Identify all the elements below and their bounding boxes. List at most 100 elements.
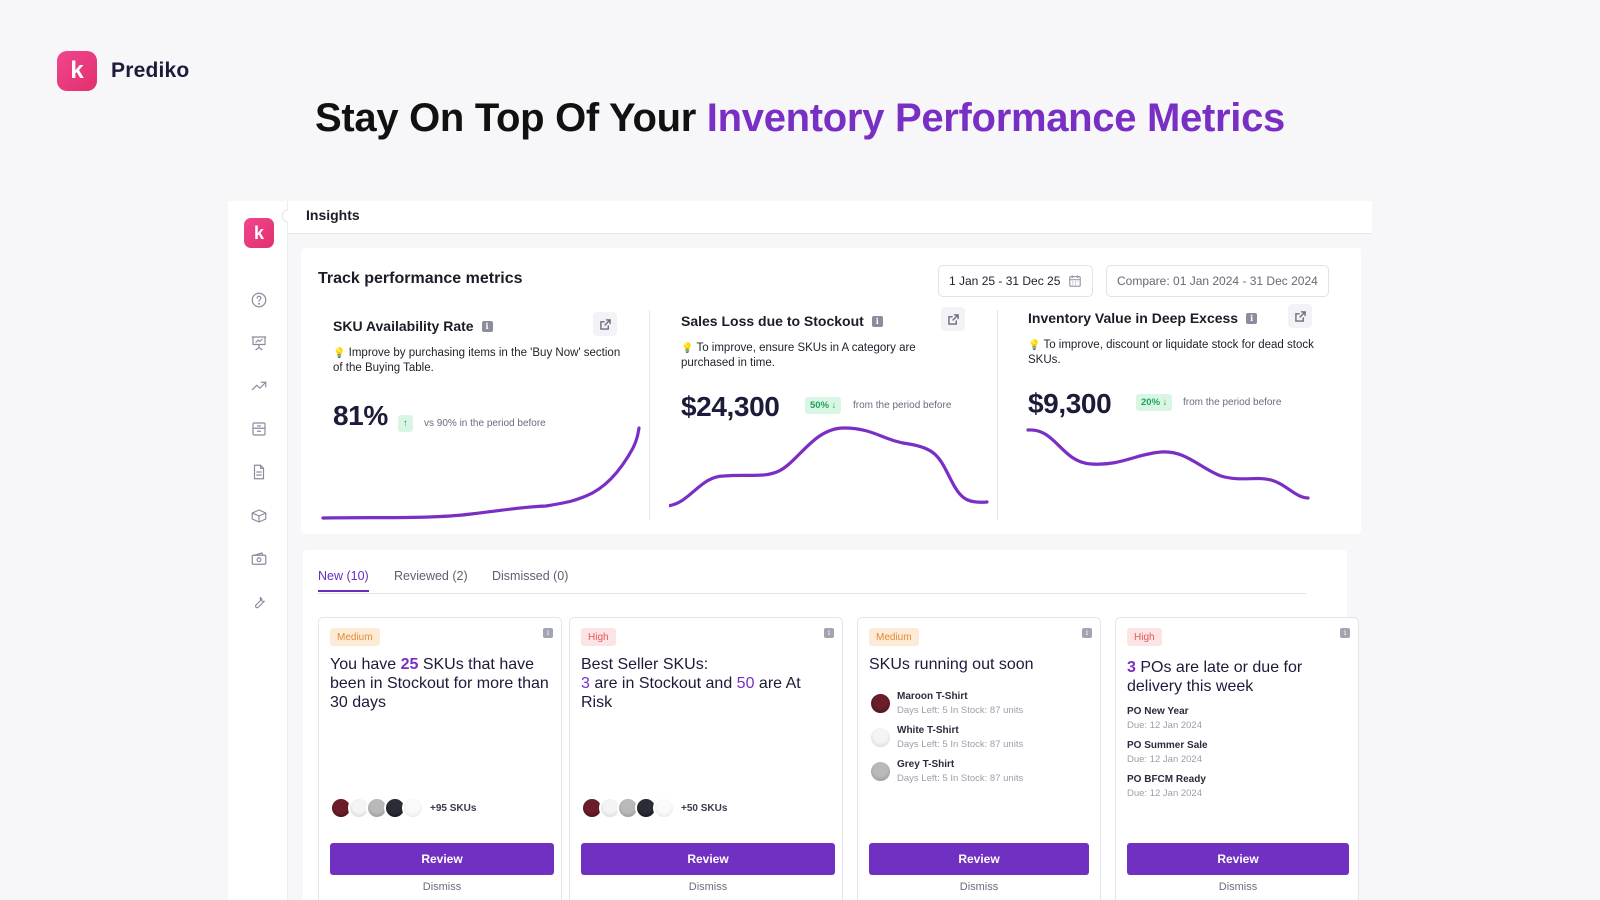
compare-range-label: Compare: 01 Jan 2024 - 31 Dec 2024 [1117,274,1318,288]
external-link-icon[interactable] [1288,304,1312,328]
metric-value: $9,300 [1028,388,1112,419]
sku-meta: Days Left: 5 In Stock: 87 units [897,704,1024,716]
list-item[interactable]: Maroon T-Shirt Days Left: 5 In Stock: 87 … [869,686,1023,720]
insight-title-text: POs are late or due for delivery this we… [1127,659,1303,695]
metric-sku-availability: SKU Availability Rate i 💡 Improve by pur… [321,312,663,533]
trend-badge: 20% ↓ [1136,394,1173,411]
package-icon[interactable] [248,505,270,527]
sku-avatar [653,797,675,819]
sku-name: White T-Shirt [897,724,959,736]
priority-badge: Medium [869,628,919,646]
info-icon[interactable]: i [1340,628,1350,638]
metric-header: Sales Loss due to Stockout i [681,313,883,329]
trend-badge: 50% ↓ [805,397,842,414]
main-content: Track performance metrics 1 Jan 25 - 31 … [288,234,1372,900]
tab-new[interactable]: New (10) [318,569,369,592]
metric-title: Inventory Value in Deep Excess [1028,310,1239,326]
insight-title-text: are At Risk [581,675,801,711]
info-icon[interactable]: i [824,628,834,638]
sku-meta: Days Left: 5 In Stock: 87 units [897,738,1024,750]
insight-title: SKUs running out soon [869,656,1034,673]
review-button[interactable]: Review [330,843,554,875]
po-due-date: Due: 12 Jan 2024 [1127,754,1203,765]
trend-badge: ↑ [398,415,413,432]
lightbulb-icon: 💡 [1028,340,1041,351]
dismiss-link[interactable]: Dismiss [1218,881,1258,893]
list-item[interactable]: PO Summer Sale Due: 12 Jan 2024 [1127,740,1208,774]
insight-count: 3 [581,675,590,692]
po-name: PO BFCM Ready [1127,774,1206,785]
metric-title: SKU Availability Rate [333,318,474,334]
sku-avatars[interactable]: +50 SKUs [581,797,727,819]
dismiss-link[interactable]: Dismiss [422,881,462,893]
sku-thumbnail [869,691,892,715]
trend-note: vs 90% in the period before [424,418,546,429]
metric-divider [649,310,650,520]
sku-avatars[interactable]: +95 SKUs [330,797,476,819]
info-icon[interactable]: i [1082,628,1092,638]
headline: Stay On Top Of Your Inventory Performanc… [0,96,1600,141]
metric-deep-excess: Inventory Value in Deep Excess i 💡 To im… [1026,304,1358,525]
metric-value: 81% [333,400,388,431]
prediko-logo: k [57,51,97,91]
sku-availability-sparkline [321,426,641,520]
more-skus: +95 SKUs [430,802,477,814]
metrics-title: Track performance metrics [318,270,523,287]
list-item[interactable]: Grey T-Shirt Days Left: 5 In Stock: 87 un… [869,754,1023,788]
page-title: Insights [306,207,360,223]
list-item[interactable]: PO New Year Due: 12 Jan 2024 [1127,706,1208,740]
dismiss-link[interactable]: Dismiss [959,881,999,893]
insight-card-best-sellers: High i Best Seller SKUs: 3 are in Stockou… [569,617,843,900]
metric-title: Sales Loss due to Stockout [681,313,864,329]
more-skus: +50 SKUs [681,802,728,814]
priority-badge: High [1127,628,1162,646]
info-icon[interactable]: i [481,320,493,332]
tab-dismissed[interactable]: Dismissed (0) [492,569,569,583]
external-link-icon[interactable] [941,307,965,331]
inventory-icon[interactable] [248,418,270,440]
help-icon[interactable] [248,289,270,311]
trend-note: from the period before [1183,397,1282,408]
insights-card: New (10) Reviewed (2) Dismissed (0) Medi… [303,550,1359,900]
list-item[interactable]: PO BFCM Ready Due: 12 Jan 2024 [1127,774,1208,808]
info-icon[interactable]: i [1246,312,1258,324]
info-icon[interactable]: i [871,315,883,327]
insight-title-text: SKUs that have been in Stockout for more… [330,656,549,711]
dismiss-link[interactable]: Dismiss [688,881,728,893]
metric-sales-loss: Sales Loss due to Stockout i 💡 To improv… [669,307,1011,528]
priority-badge: Medium [330,628,380,646]
metric-tip: 💡 To improve, ensure SKUs in A category … [681,341,971,371]
sku-meta: Days Left: 5 In Stock: 87 units [897,772,1024,784]
review-button[interactable]: Review [1127,843,1349,875]
insight-card-running-out: Medium i SKUs running out soon Maroon T-… [857,617,1101,900]
insight-title-text: You have [330,656,401,673]
wrench-icon[interactable] [248,591,270,613]
insight-count: 25 [400,656,419,673]
info-icon[interactable]: i [543,628,553,638]
compare-range-picker[interactable]: Compare: 01 Jan 2024 - 31 Dec 2024 [1106,265,1329,297]
app-logo[interactable]: k [244,218,274,248]
metric-tip-text: Improve by purchasing items in the 'Buy … [333,347,621,374]
metric-tip: 💡 To improve, discount or liquidate stoc… [1028,338,1318,368]
trending-up-icon[interactable] [248,375,270,397]
list-item[interactable]: White T-Shirt Days Left: 5 In Stock: 87 u… [869,720,1023,754]
sku-thumbnail [869,725,892,749]
date-range-picker[interactable]: 1 Jan 25 - 31 Dec 25 [938,265,1094,297]
cash-icon[interactable] [248,548,270,570]
metric-tip: 💡 Improve by purchasing items in the 'Bu… [333,346,623,376]
external-link-icon[interactable] [593,312,617,336]
insight-title: 3 POs are late or due for delivery this … [1127,658,1353,696]
brand: k Prediko [57,51,189,91]
metric-tip-text: To improve, discount or liquidate stock … [1028,339,1314,366]
document-icon[interactable] [248,461,270,483]
review-button[interactable]: Review [581,843,835,875]
insight-count: 3 [1127,659,1136,676]
metrics-card: Track performance metrics 1 Jan 25 - 31 … [301,248,1361,534]
metric-header: SKU Availability Rate i [333,318,493,334]
insight-card-late-pos: High i 3 POs are late or due for deliver… [1115,617,1359,900]
priority-badge: High [581,628,616,646]
presentation-icon[interactable] [248,332,270,354]
review-button[interactable]: Review [869,843,1089,875]
sku-name: Maroon T-Shirt [897,690,968,702]
tab-reviewed[interactable]: Reviewed (2) [394,569,468,583]
